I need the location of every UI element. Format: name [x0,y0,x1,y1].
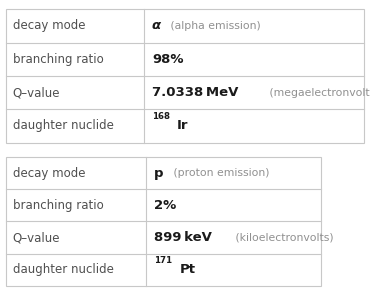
Text: Ir: Ir [177,119,189,132]
Text: (alpha emission): (alpha emission) [167,21,260,31]
Text: Q–value: Q–value [13,86,60,99]
Text: daughter nuclide: daughter nuclide [13,119,114,132]
Text: decay mode: decay mode [13,167,85,180]
Text: 168: 168 [152,112,170,121]
Text: decay mode: decay mode [13,19,85,33]
Text: Q–value: Q–value [13,231,60,244]
Bar [6,9,364,143]
Bar [6,157,321,286]
Text: 899 keV: 899 keV [154,231,212,244]
Text: Pt: Pt [179,263,196,276]
Text: 7.0338 MeV: 7.0338 MeV [152,86,238,99]
Text: 168: 168 [152,112,170,121]
Text: branching ratio: branching ratio [13,199,103,212]
Text: 98%: 98% [152,53,184,66]
Text: 171: 171 [154,256,172,265]
Text: p: p [154,167,164,180]
Text: (proton emission): (proton emission) [169,168,269,178]
Text: (kiloelectronvolts): (kiloelectronvolts) [232,233,334,242]
Text: branching ratio: branching ratio [13,53,103,66]
Text: (megaelectronvolts): (megaelectronvolts) [266,88,370,97]
Text: 2%: 2% [154,199,176,212]
Text: daughter nuclide: daughter nuclide [13,263,114,276]
Text: 171: 171 [154,256,172,265]
Text: α: α [152,19,161,33]
